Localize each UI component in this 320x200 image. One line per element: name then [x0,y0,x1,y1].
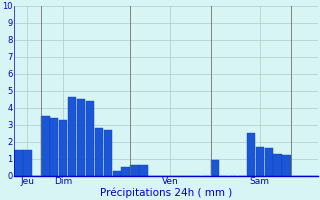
Bar [77,99,85,176]
Bar [95,128,103,176]
Bar [68,97,76,176]
Bar [122,167,130,176]
X-axis label: Précipitations 24h ( mm ): Précipitations 24h ( mm ) [100,187,232,198]
Bar [256,147,264,176]
Bar [265,148,273,176]
Bar [14,150,23,176]
Bar [41,116,50,176]
Bar [50,118,59,176]
Bar [282,155,291,176]
Bar [131,165,139,176]
Bar [86,101,94,176]
Bar [104,130,112,176]
Bar [113,171,121,176]
Bar [59,120,68,176]
Bar [247,133,255,176]
Bar [23,150,32,176]
Bar [139,165,148,176]
Bar [211,160,219,176]
Bar [274,154,282,176]
